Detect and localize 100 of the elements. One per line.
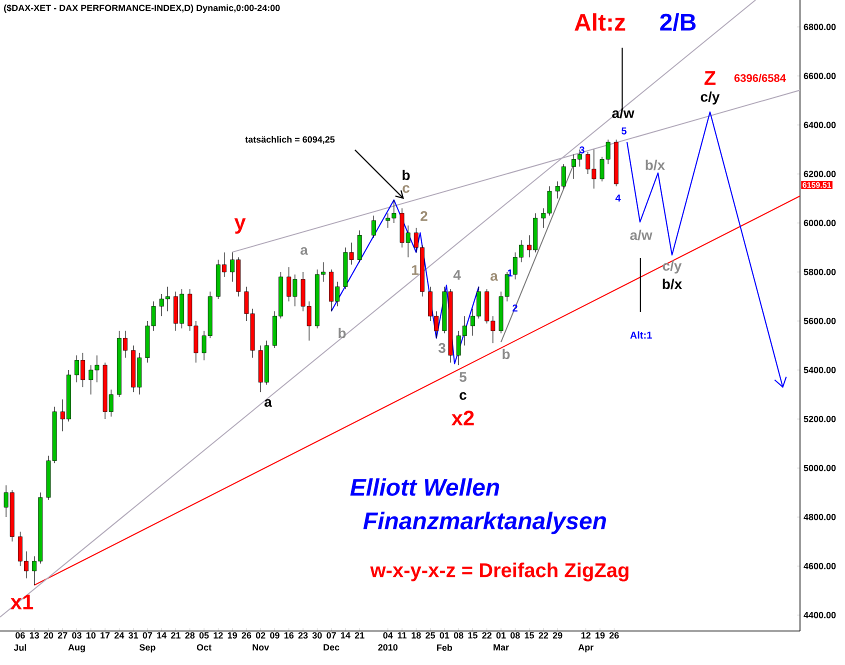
- y-tick-label: 6600.00: [804, 72, 836, 80]
- annotation: b/x: [662, 278, 682, 290]
- y-tick-label: 4400.00: [804, 612, 836, 618]
- annotation: 5: [622, 128, 627, 134]
- x-tick-label: 24: [114, 632, 124, 638]
- y-tick-label: 5000.00: [804, 464, 836, 472]
- text: 6159.51: [802, 182, 832, 188]
- annotation: b/x: [646, 160, 665, 170]
- annotation: Z: [704, 71, 716, 85]
- x-tick-label: 30: [312, 632, 322, 639]
- x2-tick-label: 2010: [378, 644, 398, 651]
- x-tick-label: 18: [412, 632, 421, 639]
- annotation: 4: [453, 270, 461, 280]
- annotation: 4: [615, 194, 621, 202]
- x-tick-label: 21: [171, 632, 181, 638]
- chart-title: ($DAX-XET - DAX PERFORMANCE-INDEX,D) Dynamic,0:00-24:00: [4, 4, 280, 13]
- x-tick-label: 19: [228, 632, 237, 639]
- annotation: c/y: [700, 91, 720, 105]
- y-tick-label: 5400.00: [804, 366, 836, 374]
- x-tick-label: 20: [44, 632, 54, 639]
- x-tick-label: 14: [157, 632, 167, 638]
- x-tick-label: 14: [341, 632, 350, 638]
- x-tick-label: 10: [86, 632, 96, 639]
- annotation: 3: [438, 343, 446, 353]
- annotation: b: [502, 348, 510, 360]
- annotation: a: [300, 247, 308, 255]
- y-tick-label: 5200.00: [804, 416, 836, 422]
- annotation: tatsächlich = 6094,25: [245, 136, 335, 144]
- x-tick-label: 03: [72, 632, 82, 639]
- x-tick-label: 12: [581, 632, 591, 638]
- annotation: 2: [512, 304, 518, 312]
- x-tick-label: 27: [58, 632, 68, 638]
- x2-tick-label: Feb: [437, 644, 452, 651]
- x2-tick-label: Mar: [494, 644, 509, 650]
- annotation: a/w: [630, 230, 652, 240]
- candlestick: [372, 215, 376, 238]
- x2-tick-label: Apr: [578, 644, 594, 652]
- annotation: a/w: [612, 108, 634, 118]
- y-tick-label: 5800.00: [804, 268, 836, 276]
- y-tick-label: 4600.00: [804, 562, 836, 570]
- annotation: Alt:1: [630, 331, 652, 339]
- x-tick-label: 26: [242, 632, 252, 639]
- x2-tick-label: Jul: [14, 644, 26, 651]
- annotation: 2: [420, 211, 428, 221]
- y-tick-label: 6200.00: [804, 170, 836, 178]
- y-tick-label: 6400.00: [804, 122, 836, 128]
- annotation: a: [490, 273, 498, 281]
- x-tick-label: 19: [596, 632, 605, 639]
- annotation: x1: [10, 594, 34, 610]
- annotation: 1: [412, 265, 419, 275]
- x2-tick-label: Dec: [324, 644, 340, 650]
- x-tick-label: 08: [510, 632, 520, 639]
- x-tick-label: 23: [298, 632, 308, 639]
- x-tick-label: 04: [383, 632, 393, 639]
- x2-tick-label: Sep: [139, 644, 156, 652]
- y-tick-label: 6000.00: [804, 220, 836, 226]
- x-tick-label: 05: [199, 632, 209, 639]
- x-tick-label: 07: [142, 632, 152, 639]
- annotation: x2: [451, 410, 474, 426]
- x-tick-label: 12: [214, 632, 223, 638]
- x-tick-label: 25: [426, 632, 436, 639]
- annotation: b: [402, 170, 410, 180]
- x-tick-label: 01: [496, 632, 506, 639]
- annotation: a: [264, 399, 272, 407]
- x-tick-label: 13: [30, 632, 40, 639]
- annotation: 1: [508, 270, 513, 276]
- x-tick-label: 07: [326, 632, 336, 639]
- x-tick-label: 28: [185, 632, 195, 639]
- x-tick-label: 21: [354, 632, 364, 638]
- annotation: c/y: [662, 260, 682, 274]
- x-tick-label: 17: [100, 632, 110, 638]
- x2-tick-label: Oct: [196, 644, 212, 651]
- x-tick-label: 01: [440, 632, 450, 639]
- x2-tick-label: Aug: [68, 644, 85, 652]
- x-tick-label: 26: [609, 632, 619, 639]
- x-tick-label: 08: [454, 632, 464, 639]
- annotation: 2/B: [660, 13, 696, 31]
- y-tick-label: 5600.00: [804, 318, 836, 324]
- x-tick-label: 15: [524, 632, 534, 638]
- x-tick-label: 31: [128, 632, 138, 639]
- x-tick-label: 06: [16, 632, 25, 639]
- x-tick-label: 29: [552, 632, 562, 639]
- y-tick-label: 4800.00: [804, 514, 836, 520]
- x-tick-label: 02: [256, 632, 266, 639]
- annotation: y: [234, 218, 246, 234]
- annotation: Finanzmarktanalysen: [363, 512, 606, 534]
- annotation: 5: [460, 372, 466, 382]
- annotation: Alt:z: [574, 13, 626, 31]
- x-tick-label: 22: [482, 632, 492, 638]
- x-tick-label: 11: [398, 632, 407, 638]
- annotation: w-x-y-x-z = Dreifach ZigZag: [370, 562, 628, 582]
- x-tick-label: 15: [468, 632, 478, 638]
- annotation: 3: [579, 146, 584, 154]
- annotation: c: [402, 185, 410, 193]
- y-tick-label: 6800.00: [804, 24, 836, 30]
- x2-tick-label: Nov: [252, 644, 270, 650]
- annotation: b: [338, 328, 346, 338]
- annotation: c: [460, 392, 466, 400]
- x-tick-label: 09: [270, 632, 280, 639]
- x-tick-label: 16: [284, 632, 294, 639]
